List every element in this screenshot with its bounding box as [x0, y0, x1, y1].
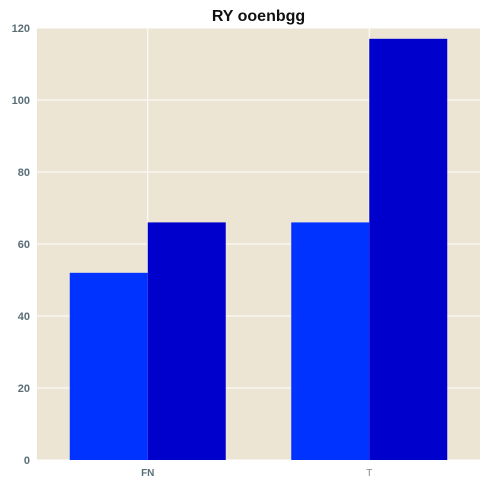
y-tick-label: 20: [18, 383, 30, 395]
x-tick-label: FN: [141, 468, 154, 479]
bar-fn-series-2: [147, 222, 226, 460]
y-axis: 0 20 40 60 80 100 120: [12, 23, 30, 467]
y-tick-label: 100: [12, 95, 30, 107]
chart-title: RY ooenbgg: [212, 8, 305, 25]
y-tick-label: 40: [18, 311, 30, 323]
bars: [69, 38, 448, 461]
bar-t-series-1: [291, 222, 370, 460]
y-tick-label: 80: [18, 167, 30, 179]
bar-t-series-2: [369, 38, 448, 461]
bar-fn-series-1: [69, 272, 148, 460]
y-tick-label: 120: [12, 23, 30, 35]
x-axis: FN T: [141, 468, 372, 479]
x-tick-label: T: [366, 468, 372, 479]
y-tick-label: 60: [18, 239, 30, 251]
y-tick-label: 0: [24, 455, 30, 467]
